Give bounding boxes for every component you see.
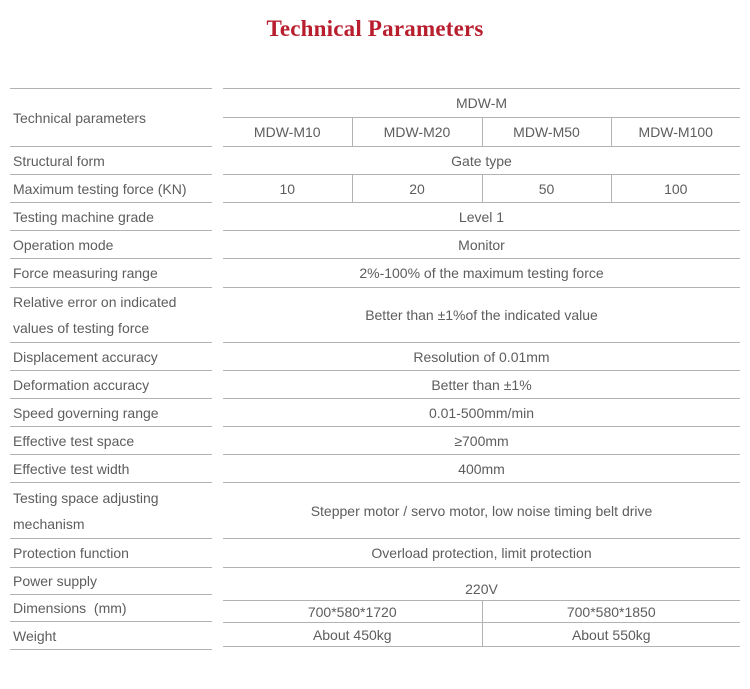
table-row: Relative error on indicated values of te…: [10, 287, 212, 343]
table-row: Overload protection, limit protection: [223, 538, 740, 568]
value-dimensions: 700*580*1720: [223, 600, 482, 623]
value-speed: 0.01-500mm/min: [223, 398, 740, 427]
table-row: Gate type: [223, 146, 740, 175]
table-row: MDW-M: [223, 88, 740, 118]
value-adjusting: Stepper motor / servo motor, low noise t…: [223, 482, 740, 539]
table-row: 10 20 50 100: [223, 174, 740, 203]
page-title: Technical Parameters: [266, 16, 484, 41]
parameter-values-table: MDW-M MDW-M10 MDW-M20 MDW-M50 MDW-M100 G…: [223, 88, 740, 647]
label-structural-form: Structural form: [10, 146, 212, 175]
label-max-force: Maximum testing force (KN): [10, 174, 212, 203]
label-test-width: Effective test width: [10, 454, 212, 483]
table-row: Structural form: [10, 146, 212, 175]
table-row: MDW-M10 MDW-M20 MDW-M50 MDW-M100: [223, 117, 740, 147]
table-row: 220V: [223, 567, 740, 601]
value-test-space: ≥700mm: [223, 426, 740, 455]
table-row: 0.01-500mm/min: [223, 398, 740, 427]
table-row: 400mm: [223, 454, 740, 483]
table-row: Stepper motor / servo motor, low noise t…: [223, 482, 740, 539]
label-displacement: Displacement accuracy: [10, 342, 212, 371]
table-row: Effective test width: [10, 454, 212, 483]
model-header: MDW-M20: [351, 117, 482, 147]
value-max-force: 100: [610, 174, 740, 203]
table-row: Technical parameters: [10, 88, 212, 147]
table-row: Speed governing range: [10, 398, 212, 427]
value-test-width: 400mm: [223, 454, 740, 483]
table-row: 2%-100% of the maximum testing force: [223, 258, 740, 288]
value-relative-error: Better than ±1%of the indicated value: [223, 287, 740, 343]
table-row: Testing space adjusting mechanism: [10, 482, 212, 539]
model-header: MDW-M100: [610, 117, 740, 147]
table-row: ≥700mm: [223, 426, 740, 455]
value-protection: Overload protection, limit protection: [223, 538, 740, 568]
table-row: Operation mode: [10, 230, 212, 259]
value-max-force: 20: [351, 174, 482, 203]
value-weight: About 450kg: [223, 622, 482, 647]
label-deformation: Deformation accuracy: [10, 370, 212, 399]
label-dimensions: Dimensions (mm): [10, 594, 212, 622]
table-row: Dimensions (mm): [10, 594, 212, 622]
value-power: 220V: [223, 567, 740, 601]
value-max-force: 10: [223, 174, 352, 203]
value-force-range: 2%-100% of the maximum testing force: [223, 258, 740, 288]
model-header: MDW-M50: [481, 117, 611, 147]
label-force-range: Force measuring range: [10, 258, 212, 288]
label-speed: Speed governing range: [10, 398, 212, 427]
label-operation: Operation mode: [10, 230, 212, 259]
corner-label: Technical parameters: [10, 88, 212, 147]
label-adjusting: Testing space adjusting mechanism: [10, 482, 212, 539]
value-weight: About 550kg: [481, 622, 740, 647]
table-row: Protection function: [10, 538, 212, 568]
value-operation: Monitor: [223, 230, 740, 259]
value-dimensions: 700*580*1850: [481, 600, 740, 623]
table-row: Better than ±1%of the indicated value: [223, 287, 740, 343]
table-row: Effective test space: [10, 426, 212, 455]
label-weight: Weight: [10, 621, 212, 650]
value-structural-form: Gate type: [223, 146, 740, 175]
model-header: MDW-M10: [223, 117, 352, 147]
parameter-labels-table: Technical parameters Structural form Max…: [10, 88, 212, 650]
table-row: Power supply: [10, 567, 212, 595]
label-power: Power supply: [10, 567, 212, 595]
table-row: Weight: [10, 621, 212, 650]
label-relative-error: Relative error on indicated values of te…: [10, 287, 212, 343]
value-displacement: Resolution of 0.01mm: [223, 342, 740, 371]
table-row: Maximum testing force (KN): [10, 174, 212, 203]
table-row: Displacement accuracy: [10, 342, 212, 371]
table-row: Deformation accuracy: [10, 370, 212, 399]
table-row: Level 1: [223, 202, 740, 231]
table-row: Monitor: [223, 230, 740, 259]
label-grade: Testing machine grade: [10, 202, 212, 231]
label-protection: Protection function: [10, 538, 212, 568]
table-row: Better than ±1%: [223, 370, 740, 399]
value-deformation: Better than ±1%: [223, 370, 740, 399]
table-row: Force measuring range: [10, 258, 212, 288]
value-grade: Level 1: [223, 202, 740, 231]
value-max-force: 50: [481, 174, 611, 203]
label-test-space: Effective test space: [10, 426, 212, 455]
table-row: About 450kg About 550kg: [223, 622, 740, 647]
table-row: Resolution of 0.01mm: [223, 342, 740, 371]
group-header: MDW-M: [223, 88, 740, 118]
table-row: 700*580*1720 700*580*1850: [223, 600, 740, 623]
table-row: Testing machine grade: [10, 202, 212, 231]
